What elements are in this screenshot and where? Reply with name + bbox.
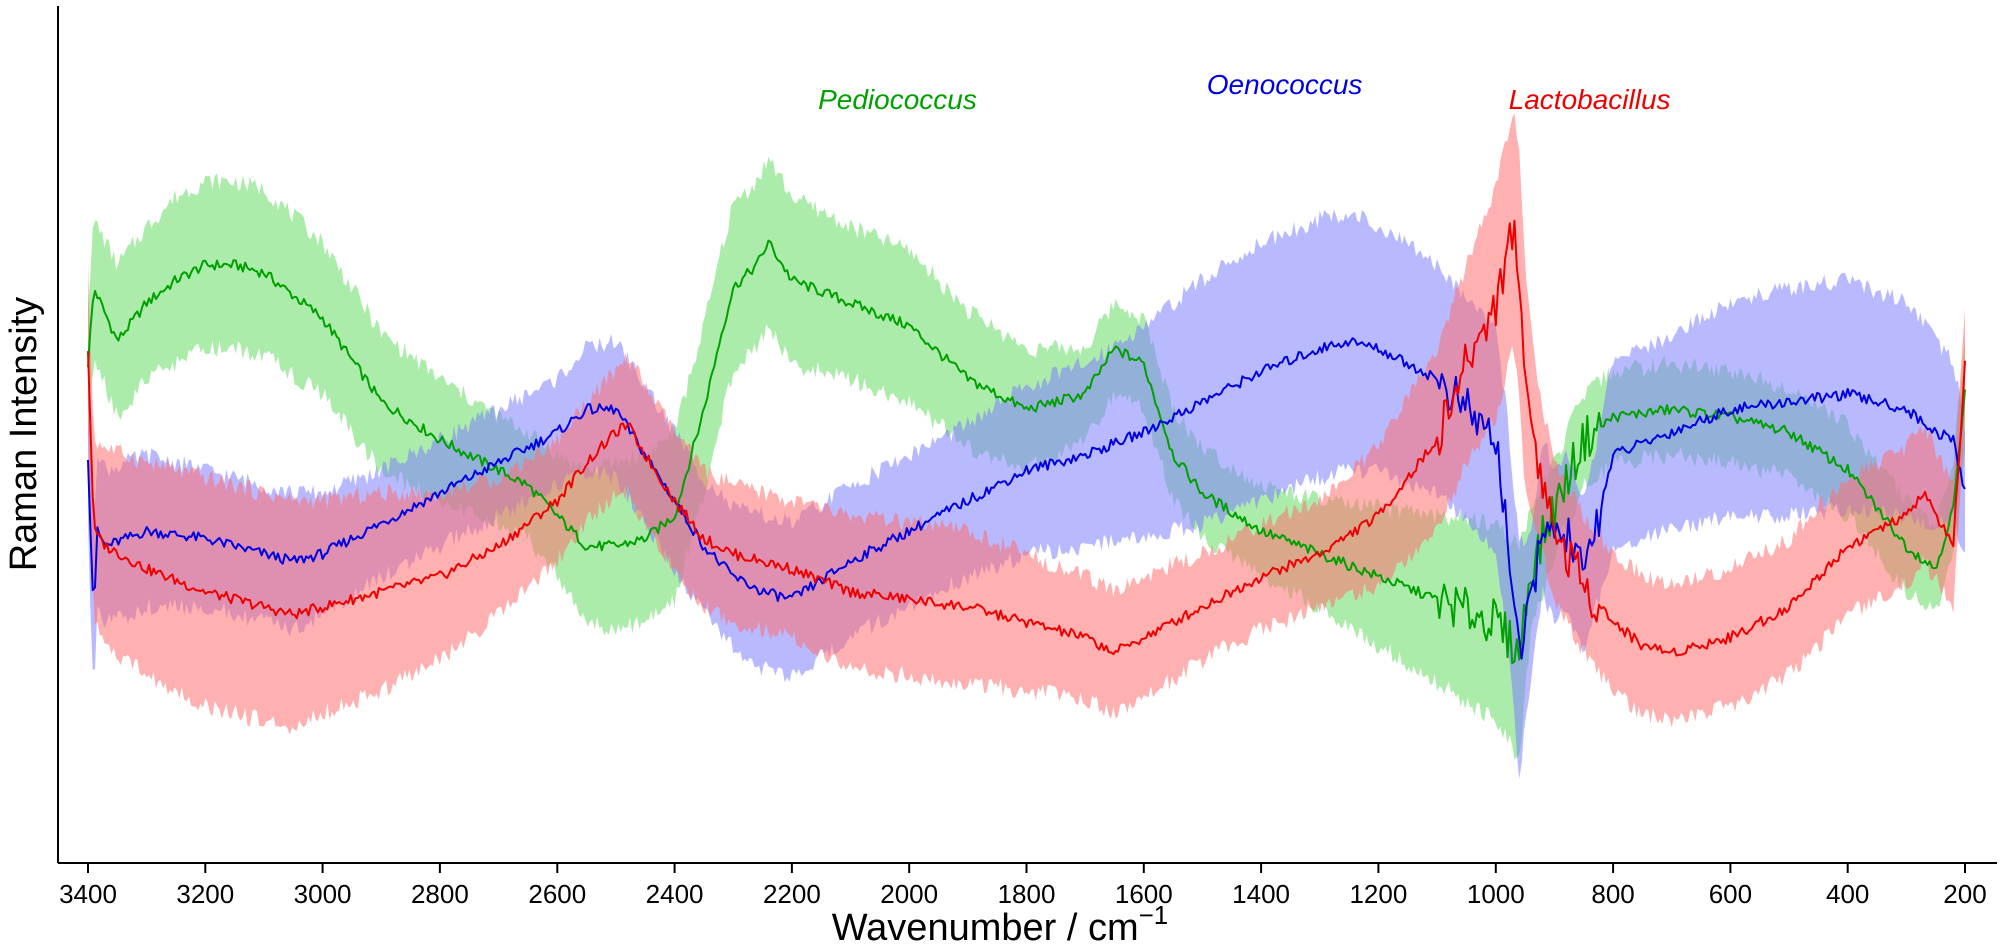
x-tick-label-800: 800 (1591, 879, 1634, 909)
sd-bands (88, 113, 1965, 779)
x-tick-label-1200: 1200 (1349, 879, 1407, 909)
pediococcus-mean-line (87, 239, 1966, 665)
x-tick-label-3200: 3200 (176, 879, 234, 909)
x-tick-label-2600: 2600 (528, 879, 586, 909)
y-axis-title: Raman Intensity (3, 297, 45, 572)
mean-lines (87, 219, 1966, 665)
x-tick-label-2800: 2800 (411, 879, 469, 909)
lactobacillus-mean-line (87, 219, 1966, 657)
x-axis-title: Wavenumber / cm−1 (832, 900, 1169, 949)
x-tick-label-1000: 1000 (1467, 879, 1525, 909)
lactobacillus-label: Lactobacillus (1509, 84, 1671, 115)
x-tick-label-2400: 2400 (646, 879, 704, 909)
x-tick-label-200: 200 (1943, 879, 1986, 909)
x-tick-label-1600: 1600 (1115, 879, 1173, 909)
x-tick-label-2000: 2000 (880, 879, 938, 909)
x-ticks: 3400 3200 3000 2800 2600 2400 2200 2000 1800 1600… (59, 863, 1987, 909)
x-tick-label-2200: 2200 (763, 879, 821, 909)
x-tick-label-400: 400 (1826, 879, 1869, 909)
series-labels: Pediococcus Oenococcus Lactobacillus (818, 69, 1670, 115)
x-tick-label-1400: 1400 (1232, 879, 1290, 909)
x-axis-title-superscript: −1 (1139, 900, 1169, 930)
x-tick-label-3400: 3400 (59, 879, 117, 909)
oenococcus-mean-line (87, 337, 1966, 660)
x-tick-label-600: 600 (1709, 879, 1752, 909)
lactobacillus-sd-band (88, 113, 1965, 735)
x-tick-label-1800: 1800 (998, 879, 1056, 909)
axes: 3400 3200 3000 2800 2600 2400 2200 2000 1800 1600… (3, 6, 1997, 949)
x-tick-label-3000: 3000 (294, 879, 352, 909)
pediococcus-label: Pediococcus (818, 84, 977, 115)
oenococcus-label: Oenococcus (1207, 69, 1363, 100)
